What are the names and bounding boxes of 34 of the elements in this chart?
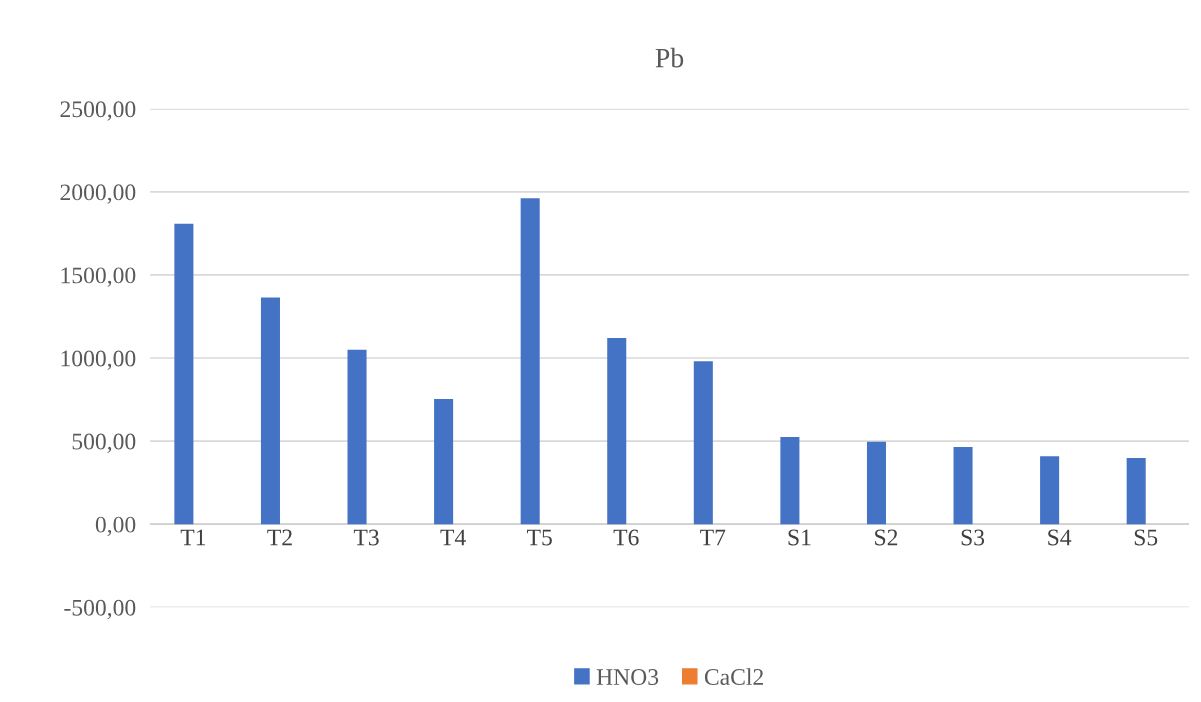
bar: [347, 349, 367, 525]
x-tick-label: T4: [440, 529, 466, 546]
bar: [520, 198, 540, 525]
bar: [1126, 458, 1146, 525]
bar: [953, 447, 973, 525]
legend-label: HNO3: [596, 669, 659, 685]
x-tick-label: T2: [267, 529, 292, 546]
y-tick-label: 0,00: [95, 516, 136, 536]
x-tick-label: S4: [1048, 529, 1072, 546]
y-tick-label: 1000,00: [61, 350, 136, 370]
bar: [693, 361, 713, 525]
y-tick-label: -500,00: [64, 599, 136, 620]
x-tick-label: T7: [700, 529, 726, 546]
chart-title: Pb: [655, 47, 684, 68]
bar: [1040, 456, 1060, 525]
legend-label: CaCl2: [704, 668, 763, 685]
x-tick-label: S2: [875, 529, 898, 546]
y-tick-label: 1500,00: [61, 267, 136, 287]
x-tick-label: T3: [353, 529, 379, 546]
y-tick-label: 2500,00: [60, 101, 136, 121]
x-tick-label: T1: [180, 529, 206, 546]
y-tick-label: 500,00: [72, 433, 136, 453]
bar: [866, 441, 886, 525]
y-tick-label: 2000,00: [60, 184, 136, 204]
bar: [780, 437, 800, 525]
x-tick-label: T5: [527, 529, 552, 546]
bar: [260, 297, 280, 525]
bar: [607, 337, 627, 525]
bar: [174, 223, 194, 525]
x-tick-label: S3: [961, 529, 985, 546]
x-tick-label: S1: [788, 529, 811, 546]
x-tick-label: T6: [613, 529, 639, 546]
bar: [434, 398, 454, 525]
x-tick-label: S5: [1134, 529, 1158, 546]
